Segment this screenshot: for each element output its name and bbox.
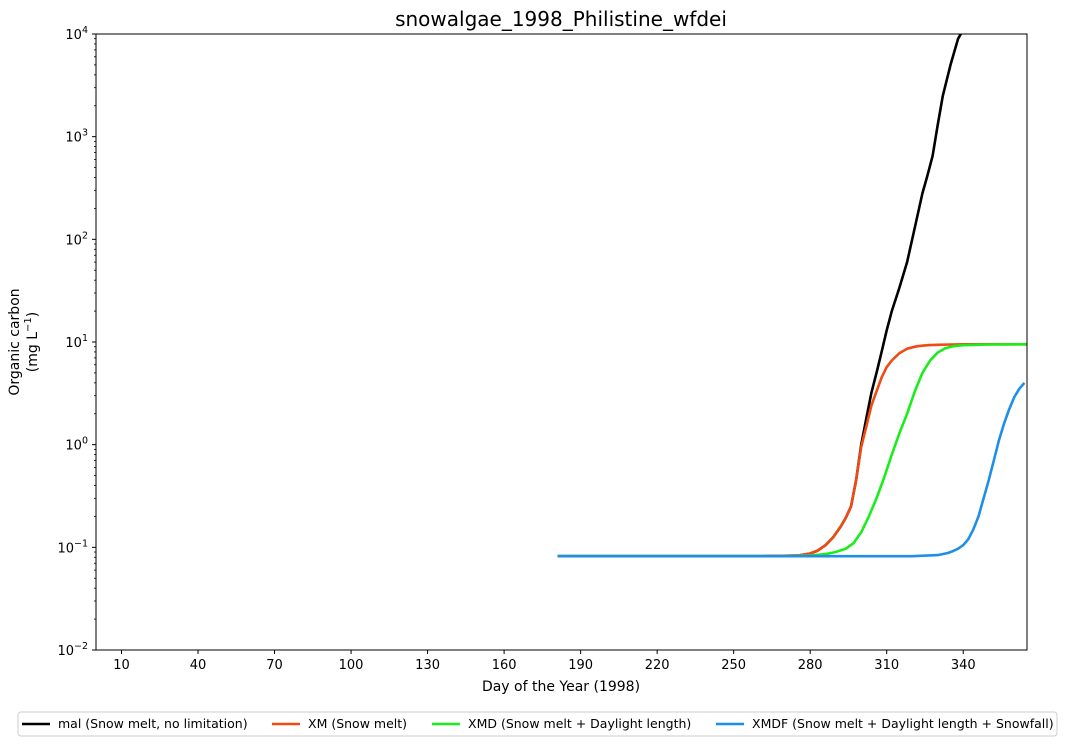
y-axis-label-line2: (mg L−1) — [23, 312, 41, 372]
x-tick-label: 40 — [190, 658, 207, 673]
y-axis-label-exponent: −1 — [23, 317, 34, 332]
y-tick-label: 103 — [65, 128, 88, 146]
x-tick-label: 10 — [113, 658, 130, 673]
legend-label-3: XMDF (Snow melt + Daylight length + Snow… — [752, 716, 1054, 731]
x-tick-label: 190 — [568, 658, 593, 673]
y-tick-label: 10−1 — [57, 538, 88, 556]
legend-box — [17, 711, 1058, 737]
y-tick-label: 102 — [65, 230, 88, 248]
y-axis-label-unit: (mg L — [25, 332, 41, 372]
series-line-0 — [557, 34, 963, 558]
legend: mal (Snow melt, no limitation) XM (Snow m… — [17, 711, 1058, 737]
x-tick-label: 250 — [721, 658, 746, 673]
y-axis-label-close: ) — [25, 312, 41, 317]
x-tick-label: 100 — [339, 658, 364, 673]
legend-label-0: mal (Snow melt, no limitation) — [58, 716, 248, 731]
x-tick-label: 310 — [874, 658, 899, 673]
plot-series — [557, 34, 1027, 558]
x-tick-label: 280 — [798, 658, 823, 673]
x-axis-label: Day of the Year (1998) — [482, 679, 640, 695]
legend-items: mal (Snow melt, no limitation) XM (Snow m… — [22, 716, 1054, 731]
x-tick-label: 160 — [492, 658, 517, 673]
y-tick-label: 104 — [65, 25, 88, 43]
legend-label-2: XMD (Snow melt + Daylight length) — [468, 716, 691, 731]
chart-title: snowalgae_1998_Philistine_wfdei — [395, 7, 727, 31]
y-axis: 10−2 10−1 100 101 102 103 104 — [57, 25, 96, 659]
x-tick-label: 220 — [645, 658, 670, 673]
series-line-3 — [557, 382, 1026, 558]
y-axis-label: Organic carbon (mg L−1) — [7, 288, 41, 395]
series-line-1 — [557, 343, 1027, 558]
x-tick-label: 340 — [951, 658, 976, 673]
series-line-2 — [557, 343, 1027, 558]
y-tick-label: 10−2 — [57, 641, 88, 659]
y-tick-label: 100 — [65, 436, 88, 454]
plot-frame — [95, 33, 1028, 651]
legend-label-1: XM (Snow melt) — [308, 716, 407, 731]
x-tick-label: 70 — [266, 658, 283, 673]
y-tick-label: 101 — [65, 333, 88, 351]
x-tick-label: 130 — [415, 658, 440, 673]
y-axis-label-line1: Organic carbon — [7, 288, 23, 395]
x-axis: 10 40 70 100 130 160 190 220 250 280 310 340 — [113, 650, 976, 673]
